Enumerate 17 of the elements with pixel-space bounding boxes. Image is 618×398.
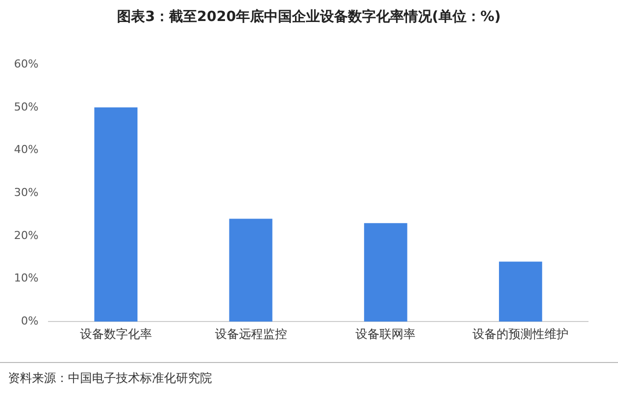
x-tick-label: 设备联网率 [356,326,416,341]
bar [364,223,408,322]
bar [229,218,272,322]
x-tick-label: 设备数字化率 [80,326,152,341]
y-tick-label: 50% [14,100,38,114]
text: 资料来源：中国电子技术标准化研究院 [8,370,212,387]
y-tick-label: 60% [14,57,38,70]
bar [94,107,138,322]
chart-title: 图表3：截至2020年底中国企业设备数字化率情况(单位：%) [116,8,502,26]
y-tick-label: 0% [20,314,38,328]
bar [498,262,542,322]
y-tick-label: 20% [14,228,38,242]
y-tick-label: 30% [14,186,38,199]
y-tick-label: 10% [14,272,38,285]
x-tick-label: 设备远程监控 [214,326,287,341]
x-tick-label: 设备的预测性维护 [472,326,569,341]
y-tick-label: 40% [14,143,38,156]
